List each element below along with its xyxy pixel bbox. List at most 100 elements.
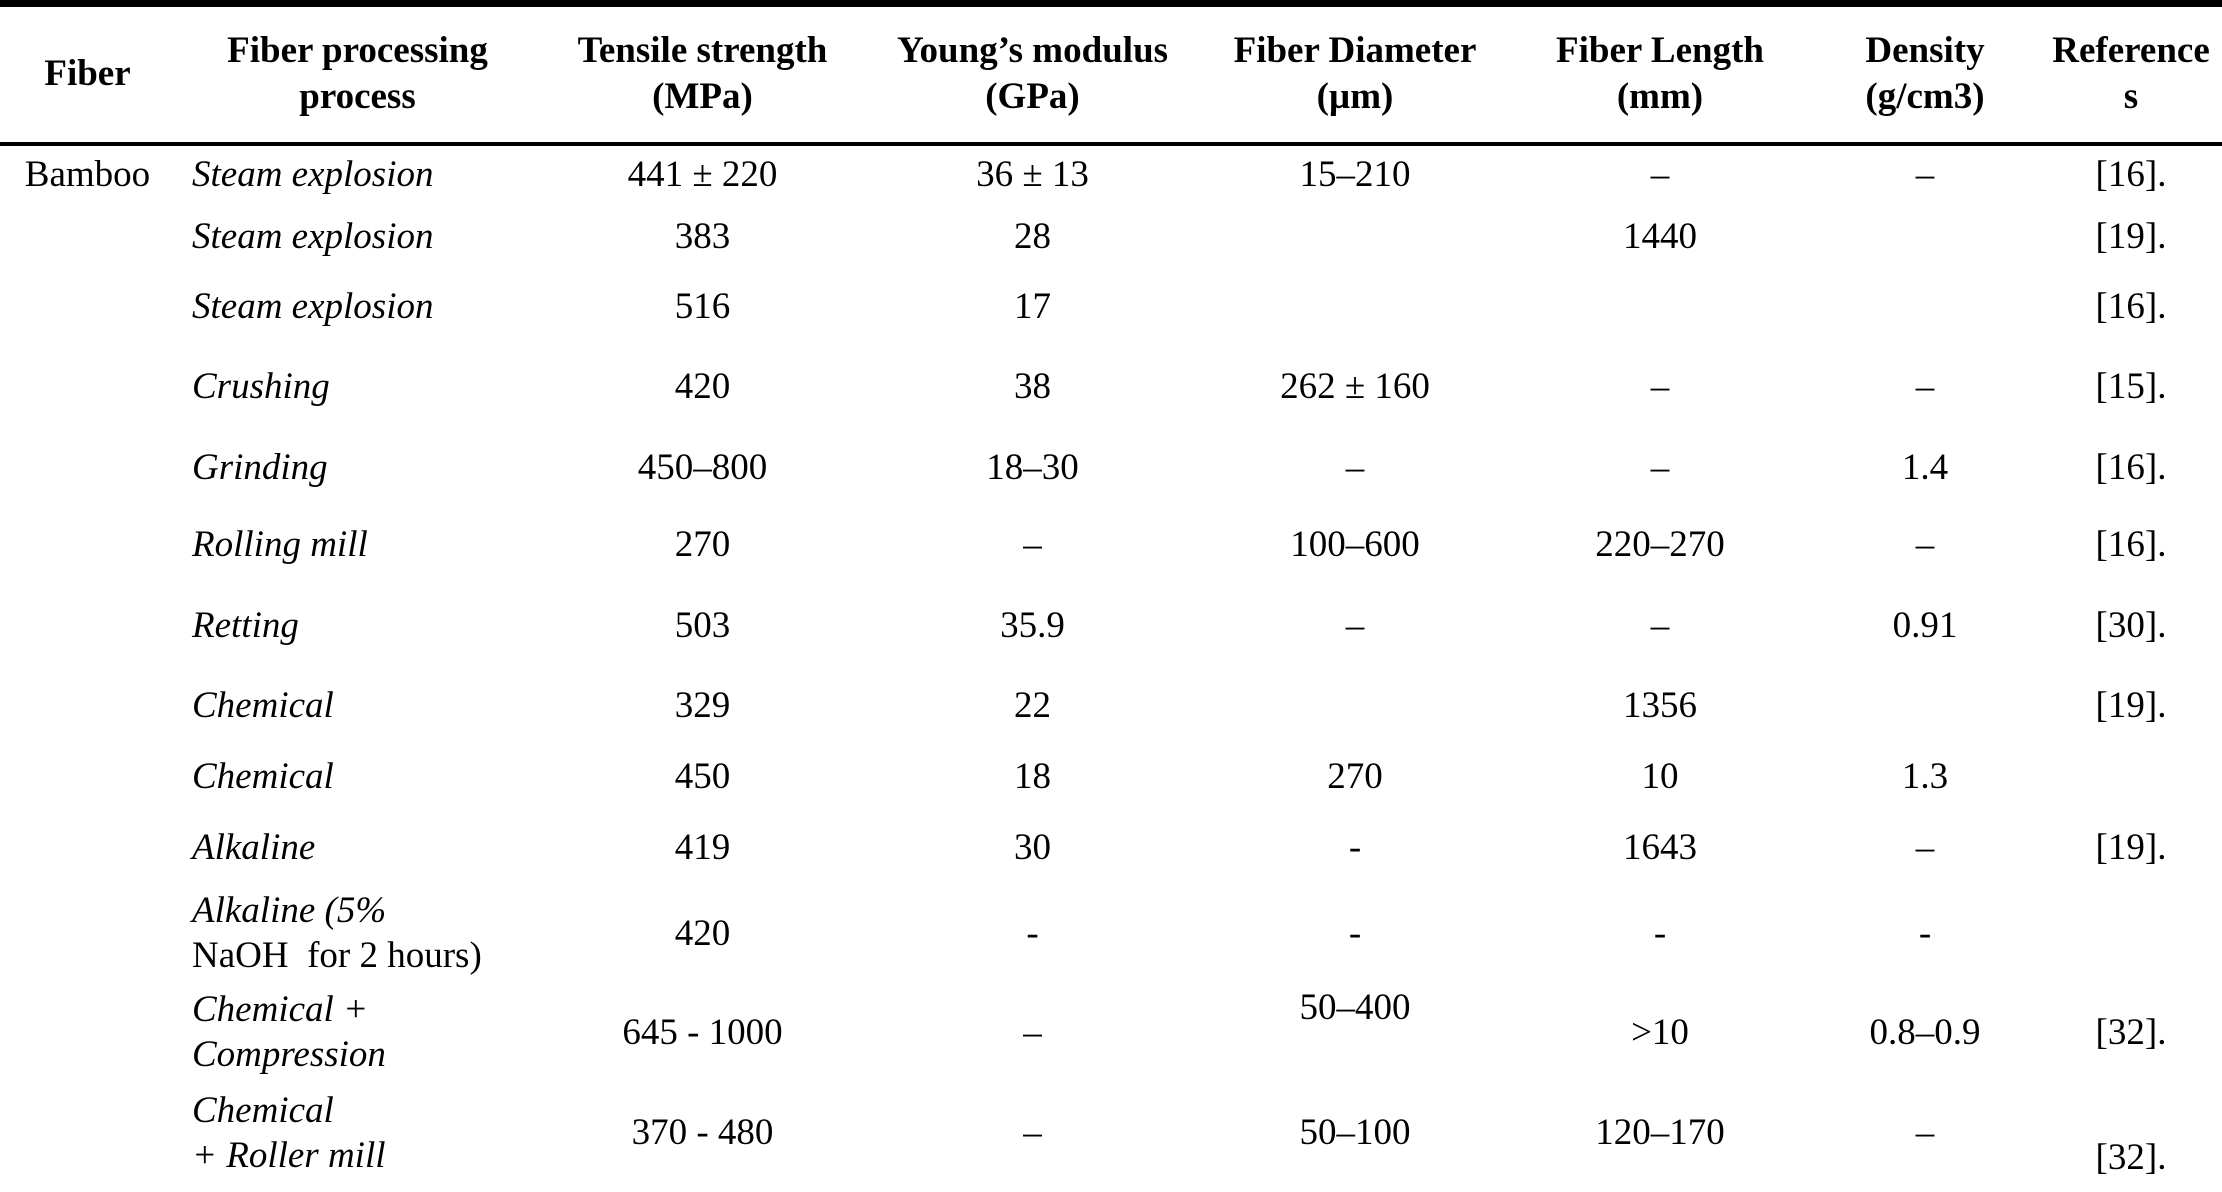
table-header: Fiber Fiber processing process Tensile s… bbox=[0, 3, 2222, 146]
table-cell: – bbox=[1650, 604, 1670, 646]
table-cell: 450–800 bbox=[637, 447, 768, 488]
table-cell bbox=[1810, 204, 2040, 270]
table-cell: 370 - 480 bbox=[631, 1112, 774, 1153]
table-cell: 420 bbox=[674, 365, 731, 407]
table-cell: 0.8–0.9 bbox=[1869, 1011, 1981, 1053]
table-cell: 1643 bbox=[1623, 827, 1697, 868]
table-cell: 1440 bbox=[1623, 216, 1697, 257]
table-cell: - bbox=[1348, 912, 1362, 954]
table-cell: Bamboo bbox=[24, 154, 151, 195]
table-cell: 35.9 bbox=[1000, 604, 1065, 646]
table-cell bbox=[0, 429, 175, 507]
table-cell: Crushing bbox=[192, 365, 330, 407]
table-cell: 645 - 1000 bbox=[622, 1011, 783, 1053]
table-cell bbox=[1510, 270, 1810, 344]
table-cell: [19]. bbox=[2095, 685, 2167, 726]
table-row: Bamboo Steam explosion 441 ± 220 36 ± 13 15–… bbox=[0, 144, 2222, 204]
table-cell: Retting bbox=[192, 604, 299, 646]
table-cell bbox=[0, 668, 175, 744]
table-cell: - bbox=[1026, 912, 1039, 954]
table-cell: 516 bbox=[674, 286, 731, 327]
table-row: Crushing 420 38 262 ± 160 – – [15]. bbox=[0, 344, 2222, 429]
table-cell: 36 ± 13 bbox=[976, 154, 1089, 195]
table-cell: – bbox=[1915, 154, 1935, 195]
table-cell bbox=[1200, 204, 1510, 270]
table-cell: 17 bbox=[1014, 286, 1051, 327]
table-cell bbox=[0, 981, 175, 1084]
table-cell bbox=[1810, 270, 2040, 344]
table-cell bbox=[0, 507, 175, 583]
table-cell: >10 bbox=[1631, 1011, 1689, 1053]
table-cell bbox=[0, 583, 175, 668]
column-header-processing: Fiber processing process bbox=[175, 3, 540, 146]
header-row: Fiber Fiber processing process Tensile s… bbox=[0, 3, 2222, 146]
table-body: Bamboo Steam explosion 441 ± 220 36 ± 13 15–… bbox=[0, 144, 2222, 1182]
table-row: Retting 503 35.9 – – 0.91 [30]. bbox=[0, 583, 2222, 668]
table-cell: 419 bbox=[674, 827, 731, 868]
table-cell: 30 bbox=[1014, 827, 1051, 868]
table-cell: Steam explosion bbox=[192, 216, 434, 257]
table-cell: 450 bbox=[674, 756, 731, 797]
table-cell: Chemical bbox=[192, 756, 334, 797]
table-cell: 22 bbox=[1014, 685, 1051, 726]
table-cell: 270 bbox=[674, 524, 731, 565]
table-cell: 18 bbox=[1014, 756, 1051, 797]
table-cell bbox=[0, 744, 175, 810]
table-cell: Chemical + Compression bbox=[192, 989, 386, 1075]
table-cell: [32]. bbox=[2095, 1011, 2167, 1053]
table-cell: – bbox=[1650, 447, 1670, 488]
table-row: Steam explosion 516 17 [16]. bbox=[0, 270, 2222, 344]
table-cell: 15–210 bbox=[1299, 154, 1411, 195]
table-cell: [16]. bbox=[2095, 286, 2167, 327]
table-cell: Chemical + Roller mill bbox=[192, 1089, 386, 1176]
table-cell: 420 bbox=[674, 912, 731, 954]
table-cell: 262 ± 160 bbox=[1280, 365, 1430, 407]
table-cell: 329 bbox=[674, 685, 731, 726]
table-cell: 1356 bbox=[1623, 685, 1697, 726]
table-cell: – bbox=[1915, 524, 1935, 565]
table-cell: Steam explosion bbox=[192, 286, 434, 327]
table-row: Chemical + Roller mill 370 - 480 – 50–100 12… bbox=[0, 1084, 2222, 1182]
table-cell: 18–30 bbox=[986, 447, 1079, 488]
table-cell: Rolling mill bbox=[192, 524, 368, 565]
table-row: Alkaline (5% NaOH for 2 hours) 420 - - - - bbox=[0, 886, 2222, 981]
table-cell: – bbox=[1915, 1112, 1935, 1153]
table-cell: 100–600 bbox=[1290, 524, 1420, 565]
table-cell bbox=[0, 810, 175, 886]
column-header-youngs-modulus: Young’s modulus (GPa) bbox=[865, 3, 1200, 146]
table-cell: – bbox=[1345, 604, 1365, 646]
table-row: Chemical 329 22 1356 [19]. bbox=[0, 668, 2222, 744]
table-cell: - bbox=[1653, 912, 1667, 954]
column-header-fiber: Fiber bbox=[0, 3, 175, 146]
table-cell: - bbox=[1918, 912, 1932, 954]
table-cell: 50–100 bbox=[1299, 1112, 1411, 1153]
table-row: Rolling mill 270 – 100–600 220–270 – [16]. bbox=[0, 507, 2222, 583]
table-cell bbox=[0, 270, 175, 344]
table-cell: 10 bbox=[1641, 756, 1679, 797]
table-cell: – bbox=[1023, 1112, 1042, 1153]
table-cell: 0.91 bbox=[1892, 604, 1958, 646]
table-row: Steam explosion 383 28 1440 [19]. bbox=[0, 204, 2222, 270]
column-header-fiber-length: Fiber Length (mm) bbox=[1510, 3, 1810, 146]
table-cell: [19]. bbox=[2095, 216, 2167, 257]
column-header-density: Density (g/cm3) bbox=[1810, 3, 2040, 146]
table-cell: – bbox=[1345, 447, 1365, 488]
table-cell: [15]. bbox=[2095, 365, 2167, 407]
table-cell: [16]. bbox=[2095, 524, 2167, 565]
table-cell bbox=[0, 886, 175, 981]
column-header-fiber-diameter: Fiber Diameter (µm) bbox=[1200, 3, 1510, 146]
table-cell: [16]. bbox=[2095, 154, 2167, 195]
table-cell bbox=[0, 344, 175, 429]
table-cell bbox=[1810, 668, 2040, 744]
table-cell: Grinding bbox=[192, 447, 328, 488]
table-cell: – bbox=[1023, 524, 1042, 565]
table-cell: 28 bbox=[1014, 216, 1051, 257]
table-cell: – bbox=[1915, 365, 1935, 407]
table-cell: [16]. bbox=[2095, 447, 2167, 488]
table-cell: 383 bbox=[674, 216, 731, 257]
table-cell: 503 bbox=[674, 604, 731, 646]
table-cell: - bbox=[1348, 827, 1362, 868]
table-row: Grinding 450–800 18–30 – – 1.4 [16]. bbox=[0, 429, 2222, 507]
table-cell: [19]. bbox=[2095, 827, 2167, 868]
